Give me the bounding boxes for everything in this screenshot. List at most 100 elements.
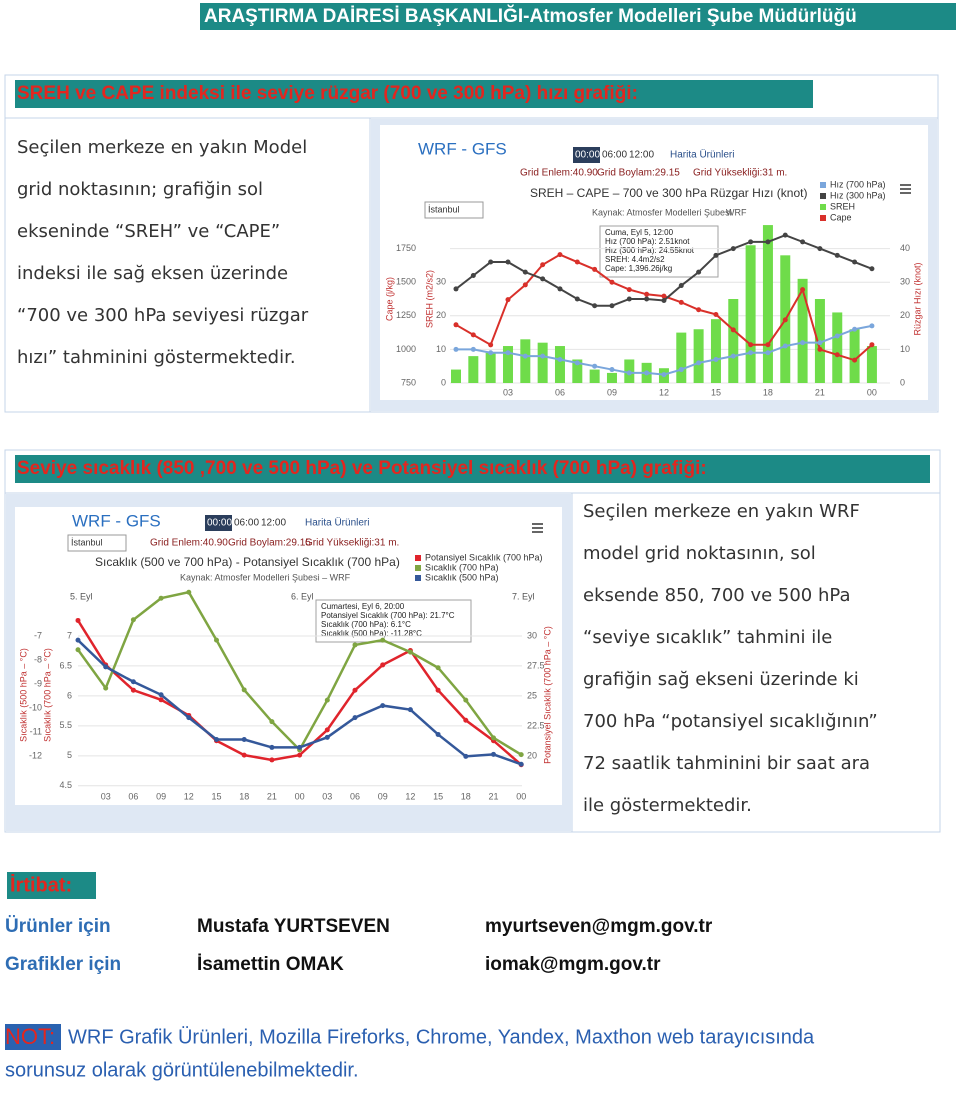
point <box>470 346 476 352</box>
point <box>540 276 546 282</box>
point <box>644 370 650 376</box>
point <box>626 296 632 302</box>
tooltip-line: Sıcaklık (500 hPa): -11.28°C <box>321 629 422 638</box>
legend-label: Hız (300 hPa) <box>830 190 886 200</box>
y-tick-label: 20 <box>900 310 910 320</box>
legend-swatch <box>415 575 421 581</box>
point <box>748 239 754 245</box>
legend-swatch <box>820 193 826 199</box>
y-tick-label: -10 <box>29 703 42 713</box>
point <box>592 363 598 369</box>
point <box>435 687 441 693</box>
point <box>730 246 736 252</box>
axis-title: Sıcaklık (500 hPa – °C) <box>18 648 28 742</box>
point <box>491 751 496 757</box>
point <box>214 637 219 643</box>
point <box>748 350 754 356</box>
y-tick-label: 750 <box>401 377 416 387</box>
tooltip-box <box>599 225 719 278</box>
time-button <box>573 147 600 163</box>
point <box>453 346 459 352</box>
x-tick-label: 03 <box>322 791 332 801</box>
contact-label: Grafikler için <box>5 954 121 975</box>
legend-label: SREH <box>830 201 855 211</box>
point <box>518 761 524 767</box>
point <box>103 664 109 670</box>
y-tick-label: 30 <box>436 277 446 287</box>
bar <box>589 369 600 383</box>
axis-title: Sıcaklık (700 hPa – °C) <box>42 648 52 742</box>
contact-label: Ürünler için <box>5 916 111 937</box>
point <box>782 232 788 238</box>
x-tick-label: 18 <box>461 791 471 801</box>
day-label: 5. Eyl <box>70 591 93 601</box>
bar <box>710 319 721 383</box>
legend-swatch <box>820 204 826 210</box>
y-tick-label: -7 <box>34 630 42 640</box>
point <box>661 298 667 304</box>
y-tick-label: 4.5 <box>59 780 72 790</box>
x-tick-label: 18 <box>763 387 773 397</box>
y-tick-label: 0 <box>441 377 446 387</box>
point <box>834 252 840 258</box>
point <box>130 679 136 685</box>
point <box>158 692 164 698</box>
x-tick-label: 09 <box>378 791 388 801</box>
tooltip-line: Cape: 1,396.26j/kg <box>605 264 672 273</box>
point <box>869 342 875 348</box>
note-text: sorunsuz olarak görüntülenebilmektedir. <box>5 1059 359 1081</box>
bar <box>693 329 704 383</box>
bar <box>520 339 531 383</box>
y-tick-label: -11 <box>30 727 42 737</box>
time-button <box>232 515 259 531</box>
point <box>352 715 358 721</box>
point <box>609 279 615 285</box>
bar <box>554 346 565 383</box>
bar <box>485 352 496 383</box>
station: İstanbul <box>71 537 103 547</box>
time-label: 00:00 <box>575 150 600 161</box>
point <box>696 269 702 275</box>
point <box>130 617 136 623</box>
point <box>214 736 219 742</box>
point <box>557 252 563 258</box>
note-band <box>5 1024 61 1050</box>
point <box>158 697 164 703</box>
point <box>730 327 736 333</box>
time-label: 12:00 <box>629 150 654 161</box>
x-tick-label: 09 <box>607 387 617 397</box>
point <box>765 239 771 245</box>
header-title: ARAŞTIRMA DAİRESİ BAŞKANLIĞI-Atmosfer Mo… <box>204 5 857 27</box>
bar <box>797 278 808 383</box>
day-label: 7. Eyl <box>512 591 535 601</box>
point <box>103 685 109 691</box>
y-tick-label: 6 <box>67 690 72 700</box>
x-tick-label: 06 <box>350 791 360 801</box>
heading-band <box>15 455 930 483</box>
point <box>241 736 247 742</box>
time-label: 12:00 <box>261 518 286 529</box>
tooltip-line: Cumartesi, Eyl 6, 20:00 <box>321 602 405 611</box>
time-button <box>259 515 286 531</box>
tooltip-line: Sıcaklık (700 hPa): 6.1°C <box>321 620 411 629</box>
point <box>817 246 823 252</box>
point <box>817 340 823 346</box>
legend-label: Sıcaklık (500 hPa) <box>425 572 499 582</box>
point <box>488 259 494 265</box>
point <box>470 332 476 338</box>
point <box>75 617 81 623</box>
point <box>834 352 840 358</box>
y-tick-label: 7 <box>67 630 72 640</box>
brand: WRF - GFS <box>72 511 161 530</box>
point <box>800 340 806 346</box>
point <box>782 317 788 323</box>
grid-info: Grid Enlem:40.90 <box>150 538 228 549</box>
point <box>540 353 546 359</box>
point <box>852 326 858 332</box>
point <box>186 715 192 721</box>
paragraph-line: indeksi ile sağ eksen üzerinde <box>17 263 288 284</box>
point <box>352 687 358 693</box>
chart-title: Sıcaklık (500 ve 700 hPa) - Potansiyel S… <box>95 555 400 569</box>
point <box>324 734 330 740</box>
